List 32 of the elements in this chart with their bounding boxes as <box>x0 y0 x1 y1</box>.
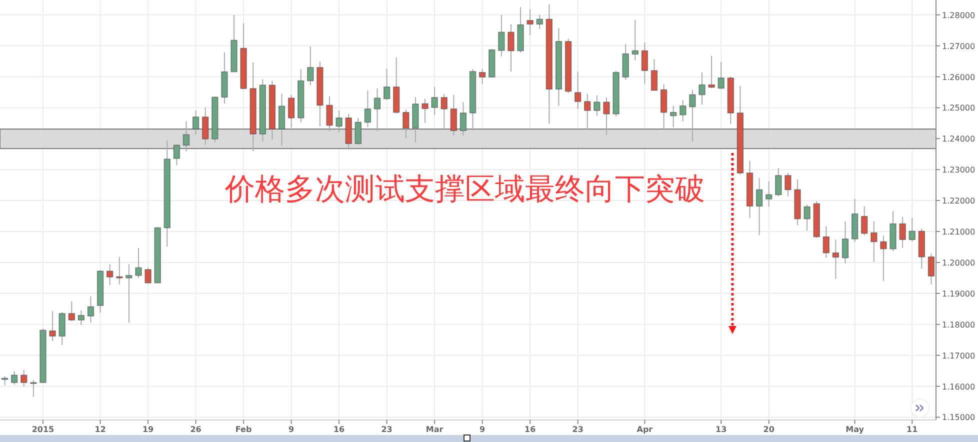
y-tick-label: 1.19000 <box>942 289 976 298</box>
x-tick-label: 23 <box>381 425 392 434</box>
x-tick-label: Apr <box>636 425 653 434</box>
x-tick-label: 9 <box>480 425 486 434</box>
x-tick-label: 16 <box>524 425 536 434</box>
y-tick-label: 1.15000 <box>942 413 976 422</box>
x-tick-label: 9 <box>288 425 295 434</box>
x-tick-label: 26 <box>190 425 202 434</box>
x-tick-label: 13 <box>716 425 727 434</box>
y-tick-label: 1.24000 <box>942 134 976 144</box>
x-tick-label: 20 <box>763 425 775 434</box>
y-tick-label: 1.22000 <box>942 196 976 206</box>
y-tick-label: 1.27000 <box>942 42 976 51</box>
x-tick-label: 23 <box>572 425 584 434</box>
y-tick-label: 1.28000 <box>942 10 976 20</box>
y-tick-label: 1.18000 <box>942 320 976 330</box>
y-tick-label: 1.26000 <box>942 72 976 82</box>
y-tick-label: 1.25000 <box>942 104 976 113</box>
x-tick-label: 19 <box>142 425 154 434</box>
y-tick-label: 1.17000 <box>942 351 976 360</box>
annotation: 价格多次测试支撑区域最终向下突破 <box>224 172 705 207</box>
x-tick-label: 16 <box>333 425 346 434</box>
x-tick-label: 12 <box>94 425 106 434</box>
y-tick-label: 1.20000 <box>942 258 976 268</box>
x-tick-label: Mar <box>426 425 444 434</box>
y-tick-label: 1.16000 <box>942 382 976 392</box>
x-tick-label: May <box>846 425 865 434</box>
x-tick-label: Feb <box>235 425 252 434</box>
x-tick-label: 2015 <box>32 425 55 434</box>
x-tick-label: 11 <box>906 425 918 434</box>
y-tick-label: 1.21000 <box>942 228 976 237</box>
y-tick-label: 1.23000 <box>942 166 976 175</box>
